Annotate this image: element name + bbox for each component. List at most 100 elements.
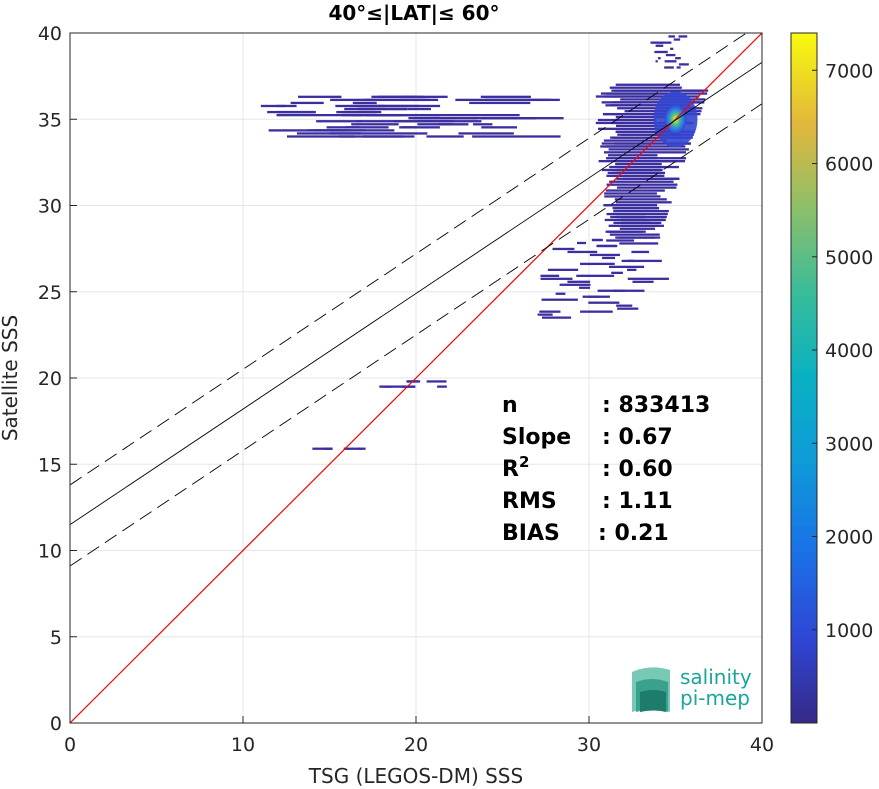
density-cell xyxy=(616,304,633,307)
density-cell xyxy=(609,86,682,89)
density-cell xyxy=(617,307,639,310)
density-cell xyxy=(552,247,575,251)
density-cell xyxy=(559,283,591,286)
density-cell xyxy=(316,120,362,123)
density-cell xyxy=(611,271,623,274)
stat-value: : 833413 xyxy=(602,393,710,418)
stat-label: Slope xyxy=(502,425,571,450)
density-cell xyxy=(577,241,587,245)
density-cell xyxy=(604,192,657,195)
density-cell xyxy=(616,160,686,163)
density-cell xyxy=(650,41,663,44)
density-cell xyxy=(343,447,362,450)
density-cell xyxy=(268,129,348,132)
density-cell xyxy=(290,101,324,105)
density-cell xyxy=(668,35,675,38)
density-cell xyxy=(589,253,620,257)
density-cell xyxy=(344,107,373,111)
colorbar-tick-label: 4000 xyxy=(825,340,873,362)
density-cell xyxy=(628,259,662,263)
density-cell xyxy=(472,135,561,138)
x-tick-label: 0 xyxy=(64,734,76,756)
density-cell xyxy=(631,250,650,254)
density-cell xyxy=(632,280,654,283)
density-cell xyxy=(480,117,564,120)
density-cell xyxy=(597,289,625,292)
chart-title: 40°≤|LAT|≤ 60° xyxy=(328,1,499,25)
y-tick-label: 10 xyxy=(38,541,62,563)
density-cell xyxy=(469,101,531,105)
stat-value: : 0.21 xyxy=(598,521,669,546)
stat-value: : 1.11 xyxy=(602,489,673,514)
density-cell xyxy=(617,157,687,160)
y-axis-label: Satellite SSS xyxy=(0,315,22,441)
density-cell xyxy=(614,89,709,92)
density-cell xyxy=(604,195,661,198)
density-cell xyxy=(326,126,360,129)
density-cell xyxy=(603,139,667,142)
density-cell xyxy=(620,221,662,225)
density-cell xyxy=(609,180,674,183)
density-cell xyxy=(394,120,482,123)
density-cell xyxy=(379,385,392,388)
density-cell xyxy=(362,135,404,138)
density-cell xyxy=(613,209,669,213)
density-cell xyxy=(614,198,667,201)
density-cell xyxy=(606,239,635,242)
density-cell xyxy=(655,60,658,63)
density-cell xyxy=(670,47,674,51)
density-cell xyxy=(399,126,417,129)
density-cell xyxy=(608,154,658,157)
density-cell xyxy=(597,118,657,122)
density-cell xyxy=(541,298,578,301)
density-cell xyxy=(351,123,399,126)
colorbar-tick-label: 3000 xyxy=(825,433,873,455)
density-cell xyxy=(676,66,681,69)
density-cell xyxy=(350,104,420,108)
y-tick-label: 15 xyxy=(38,454,62,476)
density-cell xyxy=(336,110,382,114)
density-cell xyxy=(673,38,681,41)
y-tick-label: 0 xyxy=(50,713,62,735)
density-cell xyxy=(408,117,478,120)
density-cell xyxy=(678,63,689,66)
density-cell xyxy=(580,310,613,313)
density-cell xyxy=(657,44,664,47)
density-cell xyxy=(402,126,440,129)
density-cell xyxy=(616,215,667,219)
colorbar-tick-label: 7000 xyxy=(825,60,873,82)
logo-text-salinity: salinity xyxy=(680,665,752,689)
density-cell xyxy=(567,250,598,254)
density-cell xyxy=(609,165,679,169)
density-cell xyxy=(602,256,616,260)
density-cell xyxy=(286,135,355,138)
density-cell xyxy=(473,123,493,126)
density-cell xyxy=(616,186,677,189)
density-cell xyxy=(276,104,297,108)
density-cell xyxy=(595,121,655,125)
density-cell xyxy=(595,95,685,98)
x-axis-label: TSG (LEGOS-DM) SSS xyxy=(308,764,523,788)
salinity-pi-mep-logo: salinity pi-mep xyxy=(632,665,752,712)
density-cell xyxy=(335,104,386,108)
density-cell xyxy=(330,129,395,132)
density-cell xyxy=(260,104,286,108)
density-cell xyxy=(296,132,361,135)
density-cell xyxy=(615,124,672,128)
density-cell xyxy=(614,207,660,210)
density-cell xyxy=(609,233,660,236)
density-cell xyxy=(426,135,464,138)
density-cell xyxy=(619,227,656,230)
density-cell xyxy=(605,230,642,233)
line-fit xyxy=(70,61,762,525)
density-cell xyxy=(664,66,674,69)
density-cell xyxy=(384,385,411,388)
density-cell xyxy=(615,162,662,166)
colorbar-ticks: 1000 2000 3000 4000 5000 6000 7000 xyxy=(812,60,873,642)
colorbar-tick-label: 6000 xyxy=(825,154,873,176)
density-cell xyxy=(597,127,666,130)
y-tick-label: 30 xyxy=(38,196,62,218)
density-cell xyxy=(606,212,668,216)
density-cell xyxy=(616,168,661,172)
